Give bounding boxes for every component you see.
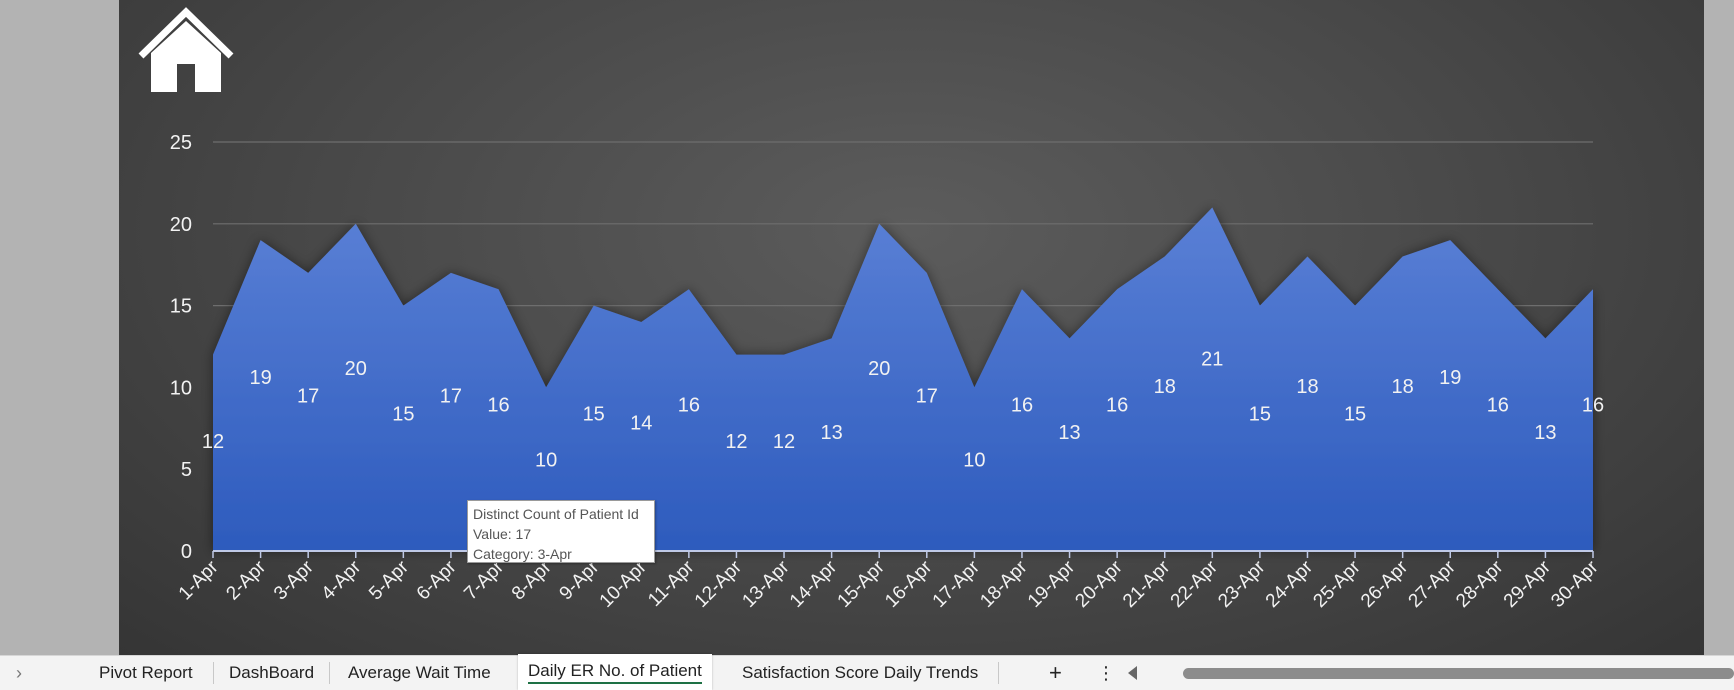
x-tick-label: 11-Apr (644, 556, 699, 611)
data-label: 12 (773, 431, 795, 453)
tab-dashboard[interactable]: DashBoard (229, 663, 315, 682)
x-axis: 1-Apr 2-Apr 3-Apr 4-Apr 5-Apr 6-Apr 7-Apr 8-Apr… (175, 551, 1603, 612)
area-chart[interactable]: 0 5 10 15 20 25 1-Apr 2-Apr 3-Apr 4-Apr 5-Apr 6-Ap… (119, 0, 1704, 655)
data-label: 19 (249, 367, 271, 389)
x-tick-label: 15-Apr (834, 556, 890, 612)
data-label: 15 (1249, 404, 1271, 426)
tab-daily-er-no-of-patient[interactable]: Daily ER No. of Patient (518, 654, 712, 690)
data-label: 19 (1439, 367, 1461, 389)
data-label: 14 (630, 413, 652, 435)
x-tick-label: 30-Apr (1547, 556, 1603, 612)
data-label: 17 (916, 385, 938, 407)
x-tick-label: 23-Apr (1214, 556, 1270, 612)
data-label: 17 (440, 385, 462, 407)
data-label: 18 (1392, 376, 1414, 398)
y-tick-label: 15 (170, 296, 192, 318)
x-tick-label: 18-Apr (976, 556, 1032, 612)
sheet-tab-bar: › Pivot Report DashBoard Average Wait Ti… (0, 654, 1734, 690)
x-tick-label: 17-Apr (929, 556, 985, 612)
data-label: 12 (202, 431, 224, 453)
x-tick-label: 28-Apr (1452, 556, 1508, 612)
x-tick-label: 22-Apr (1167, 556, 1223, 612)
data-label: 21 (1201, 349, 1223, 371)
x-tick-label: 21-Apr (1119, 556, 1175, 612)
tooltip-series: Distinct Count of Patient Id (473, 506, 639, 522)
data-label: 16 (678, 394, 700, 416)
x-tick-label: 20-Apr (1071, 556, 1127, 612)
data-label: 16 (1487, 394, 1509, 416)
x-tick-label: 10-Apr (596, 556, 652, 612)
data-label: 12 (725, 431, 747, 453)
tab-satisfaction-score-daily-trends[interactable]: Satisfaction Score Daily Trends (742, 663, 979, 682)
tooltip-value: Value: 17 (473, 526, 532, 542)
data-label: 13 (1058, 422, 1080, 444)
tab-divider (998, 662, 999, 684)
data-label: 10 (963, 449, 985, 471)
home-icon[interactable] (137, 6, 235, 92)
data-label: 16 (1582, 394, 1604, 416)
chevron-right-icon[interactable]: › (16, 663, 22, 683)
data-label: 20 (868, 358, 890, 380)
tab-divider (213, 662, 214, 684)
tooltip: Distinct Count of Patient Id Value: 17 C… (467, 500, 655, 563)
x-tick-label: 12-Apr (691, 556, 747, 612)
data-label: 16 (1106, 394, 1128, 416)
x-tick-label: 4-Apr (318, 556, 366, 604)
tab-average-wait-time[interactable]: Average Wait Time (348, 663, 491, 682)
add-sheet-button[interactable]: + (1049, 660, 1062, 685)
data-label: 20 (345, 358, 367, 380)
tooltip-category: Category: 3-Apr (473, 546, 572, 562)
x-tick-label: 6-Apr (413, 556, 461, 604)
area-series[interactable] (213, 207, 1593, 551)
y-tick-label: 5 (181, 459, 192, 481)
scroll-left-icon[interactable] (1128, 666, 1137, 680)
tab-pivot-report[interactable]: Pivot Report (99, 663, 193, 682)
data-label: 16 (1011, 394, 1033, 416)
tab-divider (329, 662, 330, 684)
x-tick-label: 3-Apr (270, 556, 318, 604)
y-axis: 0 5 10 15 20 25 (170, 132, 192, 563)
tab-label: Daily ER No. of Patient (528, 661, 702, 684)
more-options-icon[interactable]: ⋮ (1097, 663, 1115, 683)
x-tick-label: 27-Apr (1405, 556, 1461, 612)
data-label: 13 (1534, 422, 1556, 444)
data-label: 15 (392, 404, 414, 426)
data-label: 13 (820, 422, 842, 444)
chart-panel: 0 5 10 15 20 25 1-Apr 2-Apr 3-Apr 4-Apr 5-Apr 6-Ap… (119, 0, 1704, 655)
x-tick-label: 24-Apr (1262, 556, 1318, 612)
data-labels: 12 19 17 20 15 17 16 10 15 14 16 12 12 13 20 17 10 16 13 16… (202, 349, 1604, 472)
horizontal-scrollbar-thumb[interactable] (1183, 668, 1734, 679)
x-tick-label: 14-Apr (786, 556, 842, 612)
data-label: 15 (1344, 404, 1366, 426)
data-label: 10 (535, 449, 557, 471)
x-tick-label: 2-Apr (222, 556, 270, 604)
y-tick-label: 10 (170, 377, 192, 399)
y-tick-label: 25 (170, 132, 192, 154)
x-tick-label: 25-Apr (1309, 556, 1365, 612)
x-tick-label: 1-Apr (175, 556, 223, 604)
data-label: 16 (487, 394, 509, 416)
data-label: 17 (297, 385, 319, 407)
y-tick-label: 20 (170, 214, 192, 236)
x-tick-label: 26-Apr (1357, 556, 1413, 612)
x-tick-label: 29-Apr (1500, 556, 1556, 612)
x-tick-label: 16-Apr (881, 556, 937, 612)
data-label: 18 (1296, 376, 1318, 398)
x-tick-label: 19-Apr (1024, 556, 1080, 612)
x-tick-label: 13-Apr (738, 556, 794, 612)
data-label: 15 (583, 404, 605, 426)
y-tick-label: 0 (181, 541, 192, 563)
x-tick-label: 5-Apr (365, 556, 413, 604)
data-label: 18 (1154, 376, 1176, 398)
